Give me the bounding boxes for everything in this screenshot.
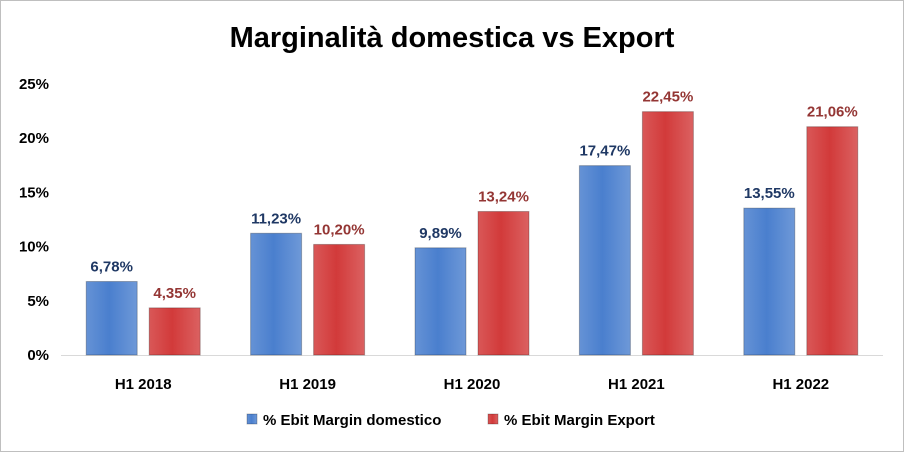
data-label-export-h1-2020: 13,24% <box>478 188 529 205</box>
bar-export-h1-2022 <box>806 126 859 356</box>
data-label-export-h1-2022: 21,06% <box>807 104 858 121</box>
y-tick-label: 20% <box>19 130 49 147</box>
data-label-export-h1-2018: 4,35% <box>153 285 196 302</box>
x-tick-label-h1-2018: H1 2018 <box>115 376 172 393</box>
bar-domestico-h1-2019 <box>250 232 303 356</box>
data-label-domestico-h1-2021: 17,47% <box>579 143 630 160</box>
bar-domestico-h1-2018 <box>85 281 138 356</box>
data-labels: 6,78% 4,35% 11,23% 10,20% 9,89% 13,24% 17,47% 2… <box>90 89 857 302</box>
bar-export-h1-2020 <box>477 210 530 356</box>
bar-export-h1-2018 <box>148 307 201 356</box>
y-tick-label: 0% <box>27 347 49 364</box>
bar-domestico-h1-2020 <box>414 247 467 356</box>
data-label-domestico-h1-2022: 13,55% <box>744 185 795 202</box>
data-label-domestico-h1-2018: 6,78% <box>90 259 133 276</box>
data-label-export-h1-2021: 22,45% <box>642 89 693 106</box>
x-tick-label-h1-2021: H1 2021 <box>608 376 665 393</box>
y-tick-label: 15% <box>19 184 49 201</box>
data-label-export-h1-2019: 10,20% <box>314 221 365 238</box>
y-tick-label: 5% <box>27 293 49 310</box>
x-axis: H1 2018 H1 2019 H1 2020 H1 2021 H1 2022 <box>61 355 883 393</box>
chart-title: Marginalità domestica vs Export <box>230 22 675 54</box>
bar-domestico-h1-2021 <box>578 165 631 356</box>
legend-label-export: % Ebit Margin Export <box>504 412 655 429</box>
x-tick-label-h1-2022: H1 2022 <box>772 376 829 393</box>
legend-swatch-domestico <box>246 413 258 425</box>
bar-export-h1-2021 <box>641 111 694 356</box>
data-label-domestico-h1-2020: 9,89% <box>419 225 462 242</box>
legend: % Ebit Margin domestico % Ebit Margin Exp… <box>246 412 655 429</box>
data-label-domestico-h1-2019: 11,23% <box>251 210 301 227</box>
bar-domestico-h1-2022 <box>743 207 796 356</box>
y-tick-label: 25% <box>19 76 49 93</box>
bar-export-h1-2019 <box>313 243 366 356</box>
x-tick-label-h1-2020: H1 2020 <box>444 376 501 393</box>
y-tick-label: 10% <box>19 239 49 256</box>
bars <box>85 111 859 356</box>
x-tick-label-h1-2019: H1 2019 <box>279 376 336 393</box>
legend-label-domestico: % Ebit Margin domestico <box>263 412 441 429</box>
y-axis: 0% 5% 10% 15% 20% 25% <box>19 76 49 364</box>
legend-swatch-export <box>487 413 499 425</box>
